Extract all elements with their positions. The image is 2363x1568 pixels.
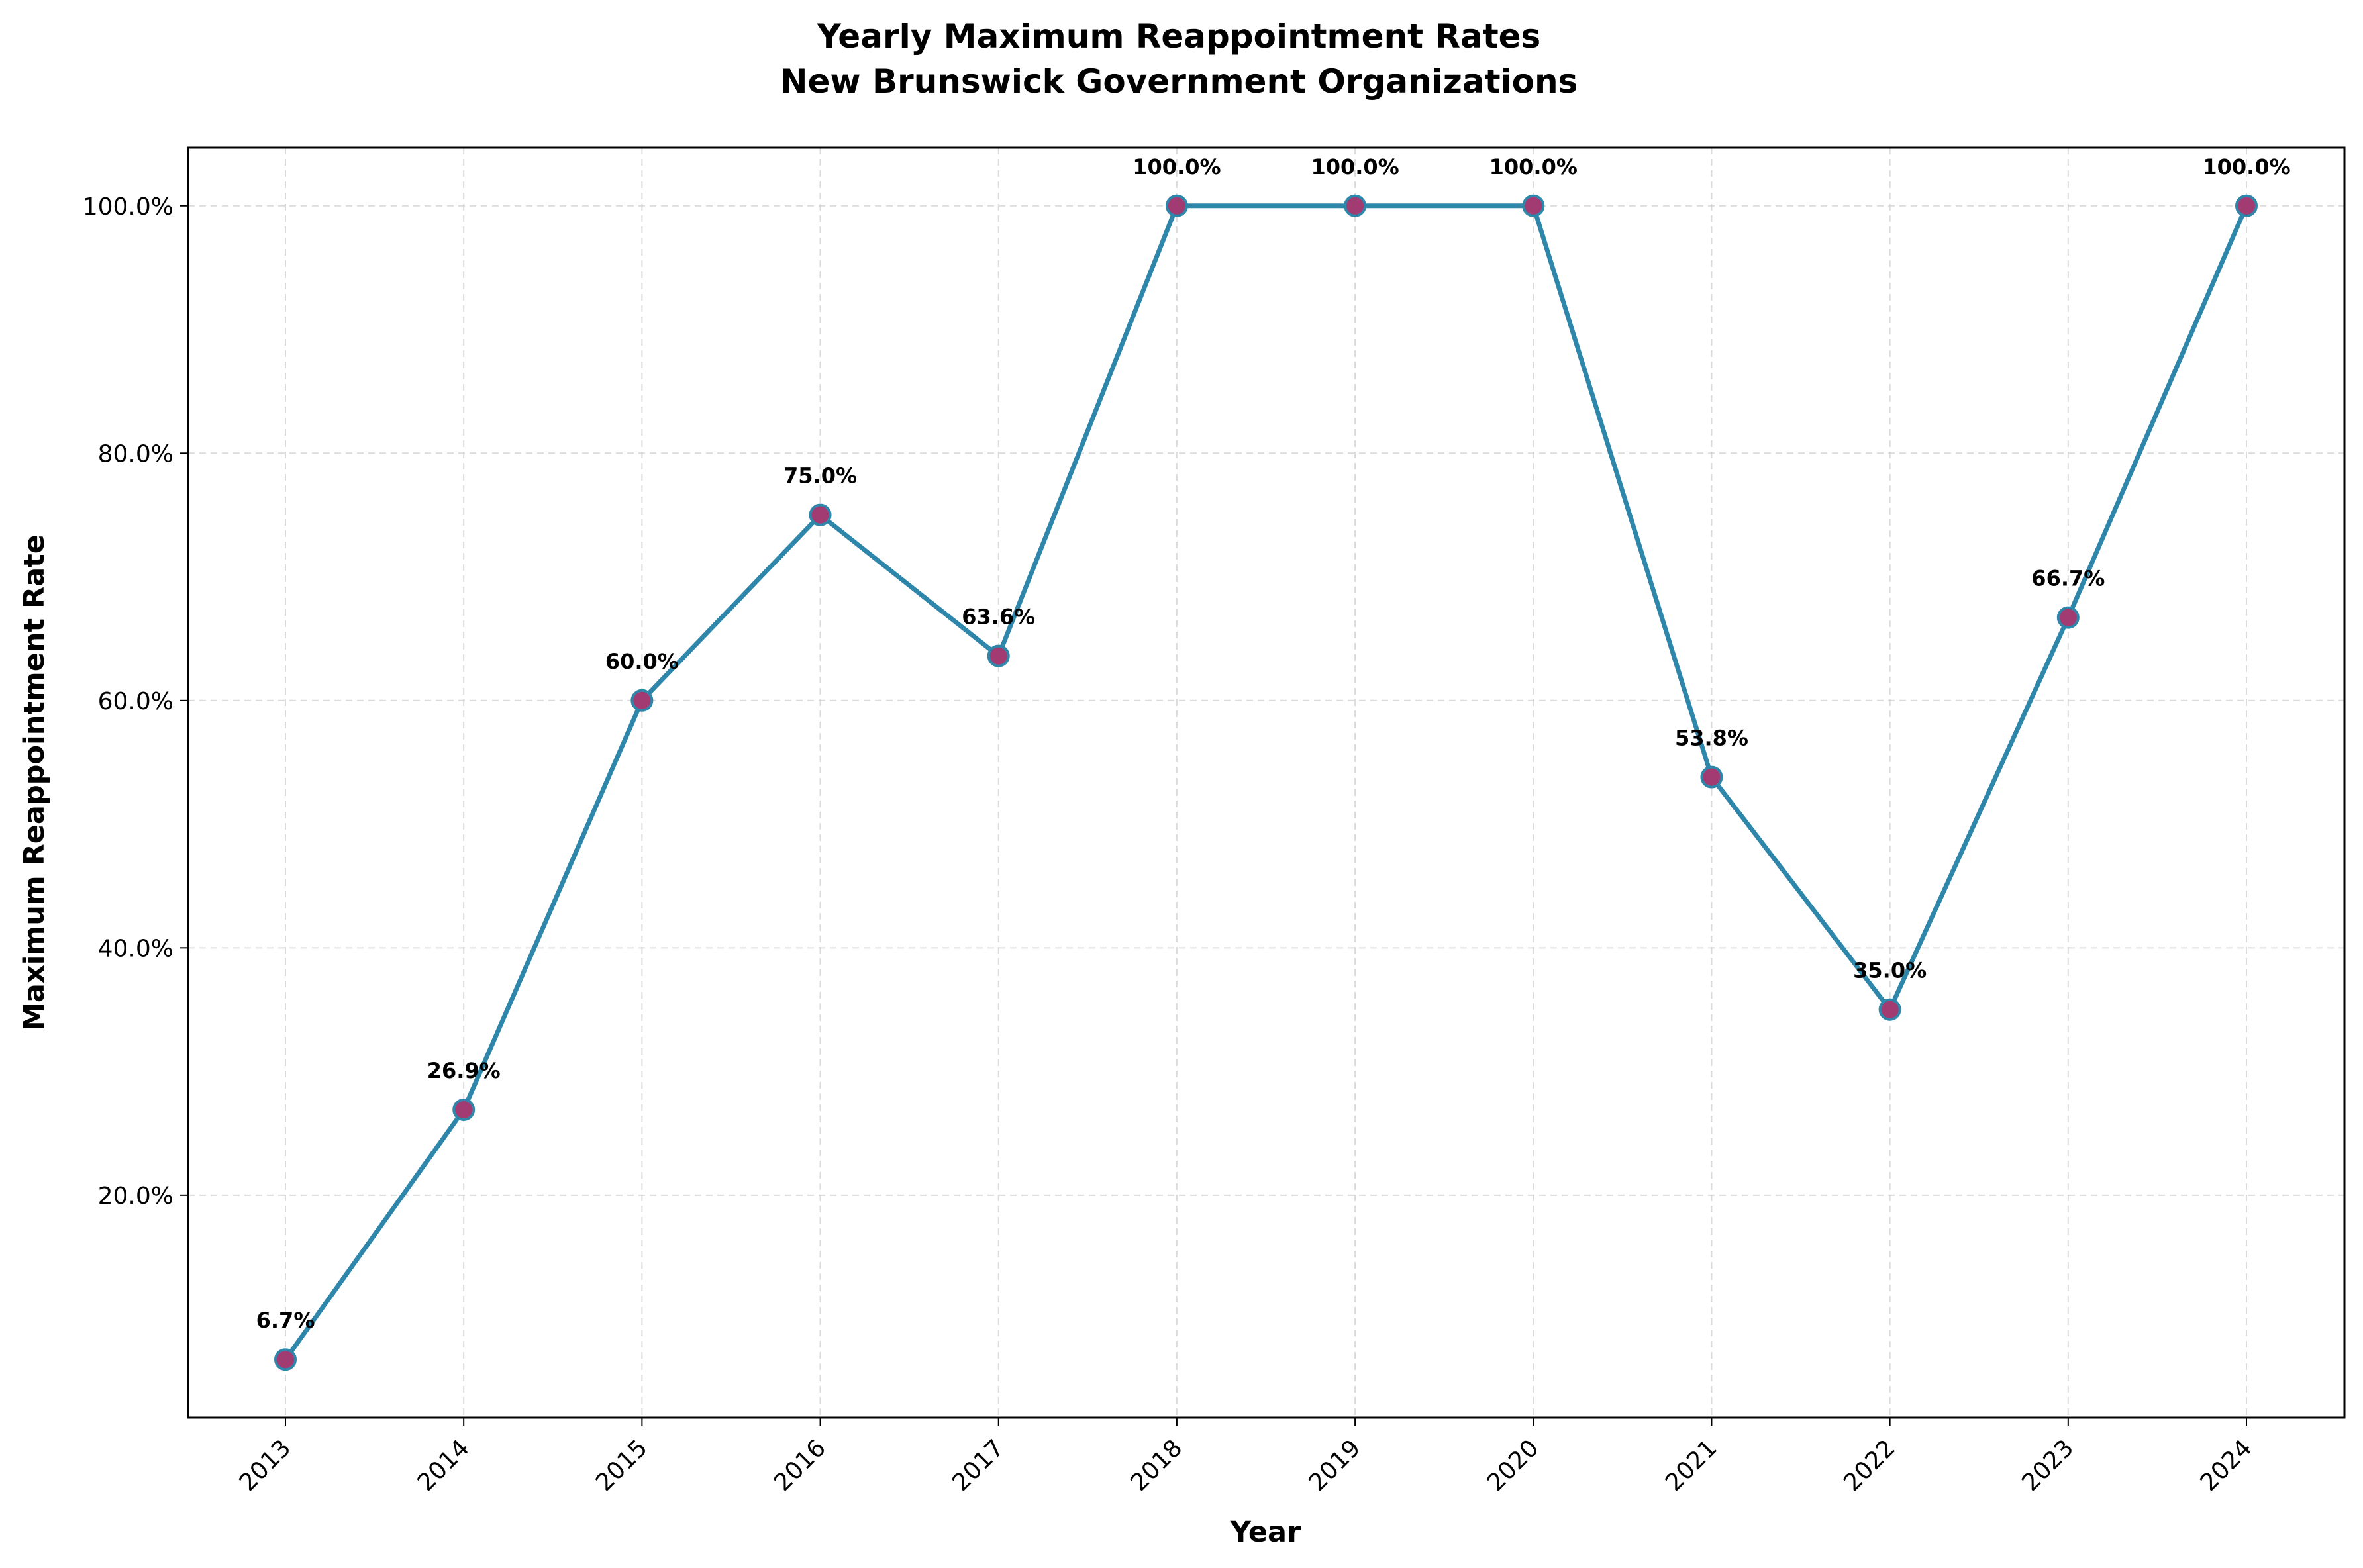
y-tick-label: 20.0% — [98, 1183, 174, 1210]
series-layer — [283, 203, 2249, 1362]
data-label: 100.0% — [1311, 154, 1399, 179]
data-point — [452, 1098, 476, 1121]
series-line — [283, 203, 2249, 1362]
data-point — [1700, 765, 1723, 789]
data-label: 75.0% — [783, 464, 857, 489]
data-point — [2235, 194, 2258, 217]
y-tick-label: 60.0% — [98, 688, 174, 715]
data-label: 100.0% — [1132, 154, 1221, 179]
y-tick-label: 80.0% — [98, 440, 174, 467]
plot-frame — [187, 146, 2346, 1419]
data-label: 60.0% — [605, 649, 679, 674]
data-label-layer: 6.7% 26.9% 60.0% 75.0% 63.6% 100.0% 100.0% 100.… — [256, 154, 2291, 1333]
y-tick-label: 100.0% — [83, 193, 174, 220]
data-point — [809, 503, 832, 526]
data-label: 53.8% — [1675, 726, 1748, 751]
y-tick-label: 40.0% — [98, 935, 174, 962]
data-label: 100.0% — [2202, 154, 2290, 179]
data-label: 100.0% — [1489, 154, 1578, 179]
data-point — [274, 1348, 297, 1371]
data-point — [630, 689, 654, 712]
data-point — [1165, 194, 1188, 217]
chart-subtitle: New Brunswick Government Organizations — [780, 62, 1578, 101]
data-label: 63.6% — [962, 605, 1035, 630]
data-label: 35.0% — [1853, 958, 1927, 983]
data-point — [2056, 606, 2080, 629]
data-point — [987, 644, 1010, 667]
data-label: 26.9% — [427, 1058, 501, 1083]
data-point — [1878, 998, 1901, 1021]
chart-title: Yearly Maximum Reappointment Rates — [817, 17, 1541, 56]
y-axis-ticks: 20.0% 40.0% 60.0% 80.0% 100.0% — [83, 193, 188, 1210]
data-label: 6.7% — [256, 1308, 315, 1333]
data-point — [1344, 194, 1367, 217]
marker-layer — [274, 194, 2258, 1371]
x-axis-label: Year — [1230, 1516, 1301, 1549]
y-axis-label: Maximum Reappointment Rate — [18, 534, 51, 1031]
data-label: 66.7% — [2031, 566, 2105, 591]
data-point — [1522, 194, 1545, 217]
